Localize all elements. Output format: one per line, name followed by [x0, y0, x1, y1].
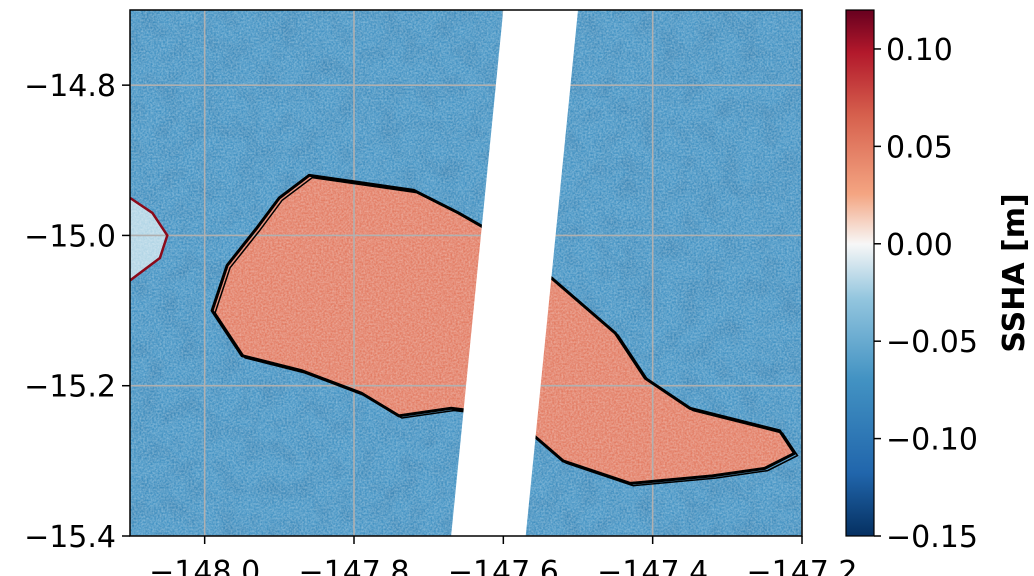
x-tick-label: −147.8 — [298, 555, 409, 576]
x-tick-label: −147.2 — [746, 555, 857, 576]
colorbar-tick-label: −0.15 — [886, 520, 978, 555]
colorbar-tick-label: 0.00 — [886, 228, 953, 263]
x-axis: −148.0 −147.8 −147.6 −147.4 −147.2 — [149, 536, 858, 576]
x-tick-label: −148.0 — [149, 555, 260, 576]
colorbar-tick-label: 0.05 — [886, 130, 953, 165]
x-tick-label: −147.4 — [597, 555, 708, 576]
lagoon-outline-inner — [214, 176, 799, 487]
colorbar-gradient — [845, 9, 875, 537]
plot-frame — [129, 9, 803, 537]
colorbar-tick-label: −0.10 — [886, 423, 978, 458]
x-tick-label: −147.6 — [448, 555, 559, 576]
map-plot-area — [130, 10, 802, 536]
y-tick-label: −15.0 — [24, 219, 116, 254]
data-gap-swath — [451, 10, 578, 536]
colorbar-label: SSHA [m] — [997, 193, 1032, 352]
colorbar-ticks: 0.10 0.05 0.00 −0.05 −0.10 −0.15 — [874, 33, 978, 555]
colorbar: 0.10 0.05 0.00 −0.05 −0.10 −0.15 SSHA [m] — [845, 9, 1032, 555]
y-tick-label: −14.8 — [24, 69, 116, 104]
y-tick-label: −15.2 — [24, 370, 116, 405]
colorbar-tick-label: −0.05 — [886, 325, 978, 360]
west-island-outline — [130, 196, 169, 282]
y-tick-label: −15.4 — [24, 520, 116, 555]
y-axis: −14.8 −15.0 −15.2 −15.4 — [24, 69, 130, 555]
colorbar-tick-label: 0.10 — [886, 33, 953, 68]
